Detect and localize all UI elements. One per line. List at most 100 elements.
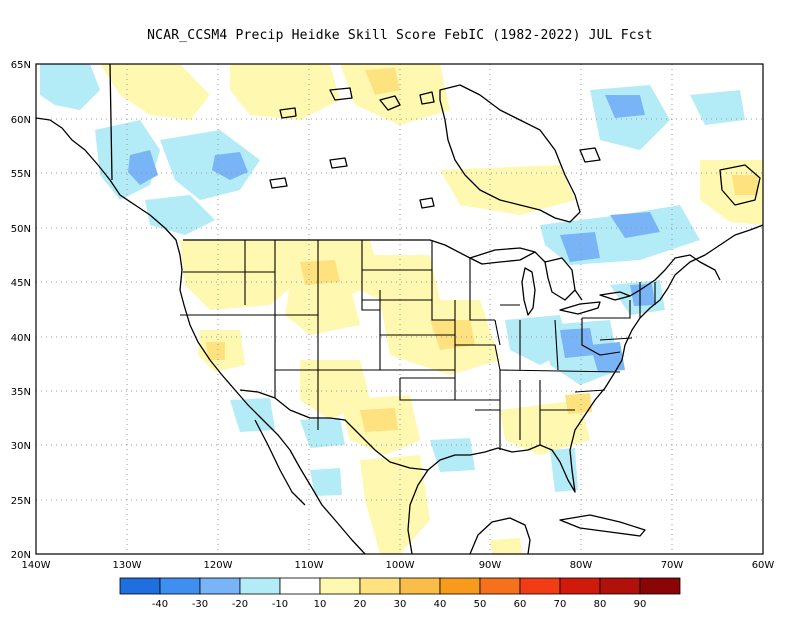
lon-label-130W: 130W (113, 560, 142, 571)
colorbar-label-80: 80 (594, 599, 607, 610)
neg-patch-texas-west (300, 418, 345, 448)
neg-patch-ontario-mid (560, 232, 600, 262)
neg-patch-quebec-south (610, 212, 660, 238)
colorbar-swatch (639, 577, 681, 595)
neg-patch-ohio-mid (560, 328, 595, 358)
neg-patch-texas-coast (430, 438, 475, 472)
lake-superior (469, 247, 536, 265)
lat-label-40N: 40N (11, 333, 31, 344)
pos-patch-yucatan (490, 538, 522, 554)
cuba-outline (559, 514, 646, 537)
arctic-islands (279, 87, 435, 119)
pos-patch-hudson-south (440, 165, 575, 215)
pos-patch-alaska (100, 64, 210, 120)
lat-label-30N: 30N (11, 441, 31, 452)
gulf-coastline (407, 224, 763, 554)
lon-label-120W: 120W (204, 560, 233, 571)
colorbar-swatch (199, 577, 241, 595)
newfoundland-outline (719, 164, 761, 206)
hudson-bay-coast (439, 84, 581, 223)
canada-us-border (183, 239, 721, 301)
map-plot-area (36, 64, 763, 554)
colorbar-label-20: 20 (354, 599, 367, 610)
lat-label-25N: 25N (11, 496, 31, 507)
lon-label-140W: 140W (22, 560, 51, 571)
neg-patch-quebec-mid (605, 95, 645, 118)
lake-erie (559, 301, 601, 315)
colorbar-label-90: 90 (634, 599, 647, 610)
longitude-axis-labels: 140W 130W 120W 110W 100W 90W 80W 70W 60W (22, 560, 775, 571)
colorbar-label-50: 50 (474, 599, 487, 610)
map-title: NCAR_CCSM4 Precip Heidke Skill Score Feb… (147, 28, 653, 43)
colorbar-label-60: 60 (514, 599, 527, 610)
lat-label-65N: 65N (11, 60, 31, 71)
pos-patch-mexico (360, 455, 430, 554)
lon-label-110W: 110W (295, 560, 324, 571)
colorbar-label-30: 30 (394, 599, 407, 610)
lon-label-60W: 60W (752, 560, 775, 571)
pos-patch-wyoming (285, 285, 360, 335)
lon-label-90W: 90W (479, 560, 502, 571)
colorbar-swatch (159, 577, 201, 595)
neg-patch-labrador (690, 90, 745, 125)
pos-patch-hudson-west (340, 64, 450, 125)
lat-label-50N: 50N (11, 224, 31, 235)
neg-patch-new-england-mid (630, 284, 655, 306)
pos-patch-pacific-nw (180, 240, 300, 310)
neg-patch-baja (310, 468, 342, 496)
colorbar-swatch (479, 577, 521, 595)
colorbar-swatch (399, 577, 441, 595)
colorbar-label-minus30: -30 (192, 599, 208, 610)
neg-patch-alaska (40, 64, 100, 110)
baja-coast (254, 419, 306, 506)
colorbar-swatch (359, 577, 401, 595)
colorbar-swatch (599, 577, 641, 595)
pos-patch-carolina (565, 393, 592, 414)
us-mexico-border (239, 389, 429, 471)
latitude-axis-labels: 65N 60N 55N 50N 45N 40N 35N 30N 25N 20N (11, 60, 31, 561)
canadian-lakes (269, 147, 601, 209)
colorbar-swatches (119, 577, 681, 595)
lat-label-60N: 60N (11, 115, 31, 126)
lon-label-100W: 100W (386, 560, 415, 571)
colorbar-labels: -40 -30 -20 -10 10 20 30 40 50 60 70 80 … (152, 599, 647, 610)
colorbar-label-minus20: -20 (232, 599, 248, 610)
pos-patch-nevada-mid (206, 342, 225, 360)
lon-label-70W: 70W (661, 560, 684, 571)
colorbar-label-minus10: -10 (272, 599, 288, 610)
lake-michigan (521, 267, 536, 316)
colorbar-swatch (439, 577, 481, 595)
colorbar-label-40: 40 (434, 599, 447, 610)
pos-patch-montana-mid (300, 260, 340, 285)
neg-patch-bc-mid (128, 150, 158, 185)
plot-frame (35, 63, 764, 555)
lat-lon-gridlines (36, 64, 763, 554)
lat-label-45N: 45N (11, 278, 31, 289)
lat-label-20N: 20N (11, 550, 31, 561)
pos-patch-texas-mid (360, 408, 398, 432)
us-state-borders (180, 240, 656, 450)
colorbar-swatch (519, 577, 561, 595)
pos-patch-labrador-mid (732, 175, 758, 195)
lat-label-35N: 35N (11, 387, 31, 398)
lat-label-55N: 55N (11, 169, 31, 180)
colorbar-label-minus40: -40 (152, 599, 168, 610)
colorbar-swatch (319, 577, 361, 595)
alaska-canada-border (109, 64, 113, 181)
pos-patch-hudson-north (365, 68, 400, 95)
colorbar-swatch (279, 577, 321, 595)
yucatan-coast (469, 517, 531, 554)
colorbar-label-70: 70 (554, 599, 567, 610)
colorbar-label-10: 10 (314, 599, 327, 610)
coastlines-and-borders (36, 64, 763, 554)
lon-label-80W: 80W (570, 560, 593, 571)
neg-patch-california (230, 398, 275, 432)
colorbar-swatch (559, 577, 601, 595)
pos-patch-nunavut (230, 64, 340, 120)
neg-patch-nwt (160, 130, 260, 200)
lake-huron (544, 257, 576, 301)
pos-patch-southeast (500, 400, 590, 455)
colorbar-swatch (239, 577, 281, 595)
neg-patch-virginia (590, 342, 625, 372)
